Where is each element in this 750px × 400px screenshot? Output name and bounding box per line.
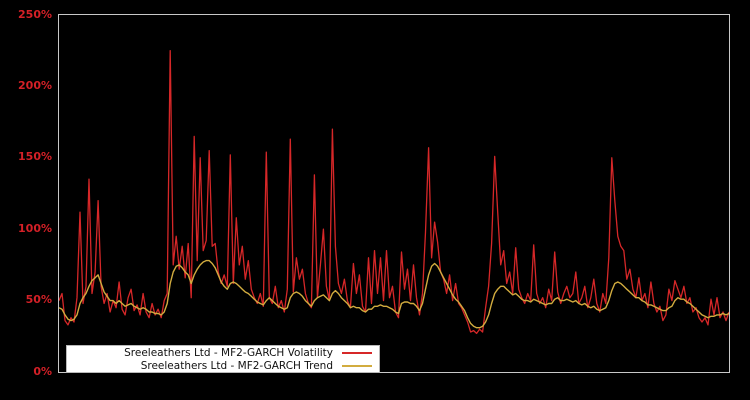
y-axis-label: 200%: [18, 78, 52, 92]
legend: Sreeleathers Ltd - MF2-GARCH Volatility …: [66, 345, 380, 373]
y-axis-label: 0%: [33, 364, 52, 378]
volatility-series-line: [59, 50, 729, 335]
plot-svg: [59, 50, 729, 335]
plot-area: [58, 14, 730, 373]
trend-series-line: [59, 259, 729, 329]
trend-line-swatch: [342, 364, 372, 367]
volatility-line-swatch: [342, 351, 372, 354]
legend-label-volatility: Sreeleathers Ltd - MF2-GARCH Volatility: [124, 346, 333, 359]
y-axis-label: 150%: [18, 150, 52, 164]
y-axis-label: 50%: [25, 293, 52, 307]
legend-item-trend: Sreeleathers Ltd - MF2-GARCH Trend: [67, 359, 379, 372]
legend-label-trend: Sreeleathers Ltd - MF2-GARCH Trend: [140, 359, 333, 372]
y-axis-label: 100%: [18, 221, 52, 235]
y-axis-label: 250%: [18, 7, 52, 21]
legend-item-volatility: Sreeleathers Ltd - MF2-GARCH Volatility: [67, 346, 379, 359]
